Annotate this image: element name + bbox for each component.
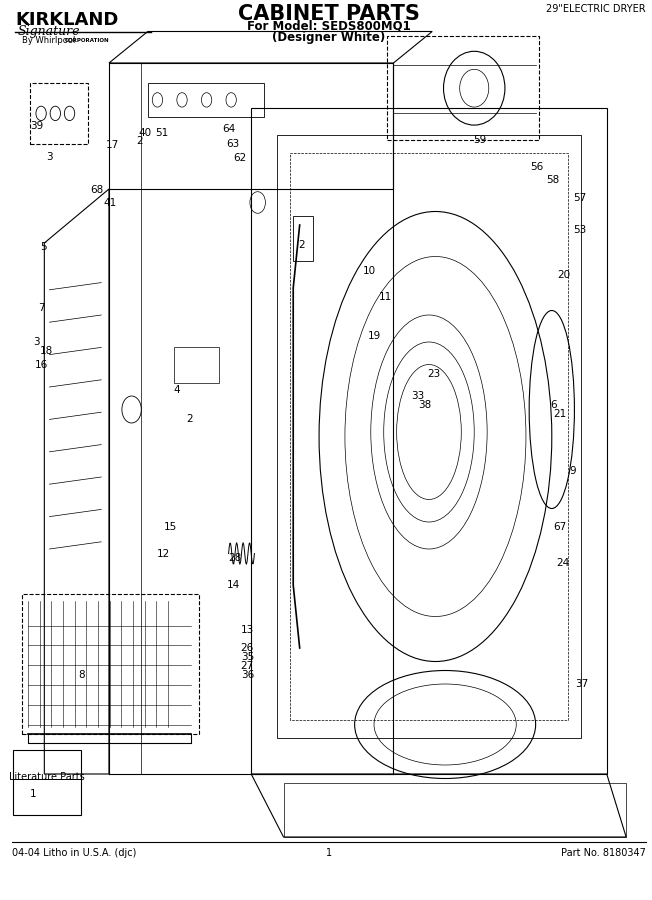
Text: 58: 58 — [546, 175, 559, 185]
Text: 24: 24 — [556, 557, 569, 568]
Text: 38: 38 — [418, 400, 431, 410]
Text: 8: 8 — [78, 670, 85, 680]
Text: 2: 2 — [137, 136, 143, 147]
Text: Part No. 8180347: Part No. 8180347 — [561, 848, 645, 858]
Text: 2: 2 — [186, 413, 193, 424]
Text: 28: 28 — [228, 553, 242, 563]
Text: 4: 4 — [173, 384, 180, 395]
Text: 40: 40 — [138, 128, 151, 139]
Bar — [387, 36, 539, 140]
Text: Literature Parts: Literature Parts — [9, 772, 85, 782]
Bar — [173, 346, 219, 382]
Text: 21: 21 — [553, 409, 566, 419]
Text: 63: 63 — [226, 139, 240, 149]
Text: 5: 5 — [40, 241, 46, 252]
Text: 36: 36 — [241, 670, 254, 680]
Text: 18: 18 — [40, 346, 53, 356]
Text: 19: 19 — [368, 330, 381, 341]
Text: 68: 68 — [91, 184, 104, 195]
Bar — [22, 594, 200, 733]
Text: 59: 59 — [473, 135, 486, 146]
Text: 1: 1 — [326, 848, 332, 858]
Text: 57: 57 — [573, 193, 586, 203]
Bar — [30, 83, 88, 144]
Text: 6: 6 — [550, 400, 557, 410]
Text: 64: 64 — [222, 123, 235, 134]
Bar — [293, 216, 312, 261]
Text: 51: 51 — [155, 128, 169, 139]
Text: 3: 3 — [46, 152, 53, 163]
Text: 33: 33 — [411, 391, 424, 401]
Text: 35: 35 — [241, 652, 254, 662]
Text: (Designer White): (Designer White) — [272, 32, 385, 44]
Text: 16: 16 — [35, 360, 48, 371]
Text: By Whirlpool: By Whirlpool — [22, 36, 75, 45]
Text: 26: 26 — [241, 643, 254, 653]
Text: 39: 39 — [30, 121, 43, 131]
Text: 41: 41 — [104, 198, 117, 209]
Text: 67: 67 — [554, 521, 567, 532]
Text: 14: 14 — [227, 580, 241, 590]
Text: 2: 2 — [299, 239, 305, 250]
Text: 17: 17 — [106, 140, 119, 150]
Text: 12: 12 — [157, 549, 171, 560]
Text: 1: 1 — [30, 788, 37, 799]
Text: 20: 20 — [557, 270, 570, 281]
Text: KIRKLAND: KIRKLAND — [15, 11, 119, 29]
Text: 53: 53 — [573, 225, 586, 236]
Bar — [13, 750, 81, 814]
Text: 3: 3 — [33, 337, 40, 347]
Text: 10: 10 — [363, 266, 376, 276]
Text: CABINET PARTS: CABINET PARTS — [238, 4, 420, 24]
Bar — [148, 83, 264, 117]
Text: 27: 27 — [241, 661, 254, 671]
Text: 56: 56 — [530, 162, 544, 173]
Text: 29"ELECTRIC DRYER: 29"ELECTRIC DRYER — [546, 4, 645, 14]
Text: Signature: Signature — [17, 25, 80, 38]
Text: 23: 23 — [428, 369, 441, 380]
Text: 13: 13 — [241, 625, 254, 635]
Text: 37: 37 — [576, 679, 589, 689]
Text: 04-04 Litho in U.S.A. (djc): 04-04 Litho in U.S.A. (djc) — [12, 848, 136, 858]
Text: For Model: SEDS800MQ1: For Model: SEDS800MQ1 — [247, 20, 411, 32]
Text: 62: 62 — [233, 153, 247, 164]
Text: CORPORATION: CORPORATION — [65, 38, 110, 43]
Text: 7: 7 — [38, 302, 44, 313]
Text: 15: 15 — [164, 521, 177, 532]
Text: 9: 9 — [570, 465, 576, 476]
Text: 11: 11 — [379, 292, 393, 302]
